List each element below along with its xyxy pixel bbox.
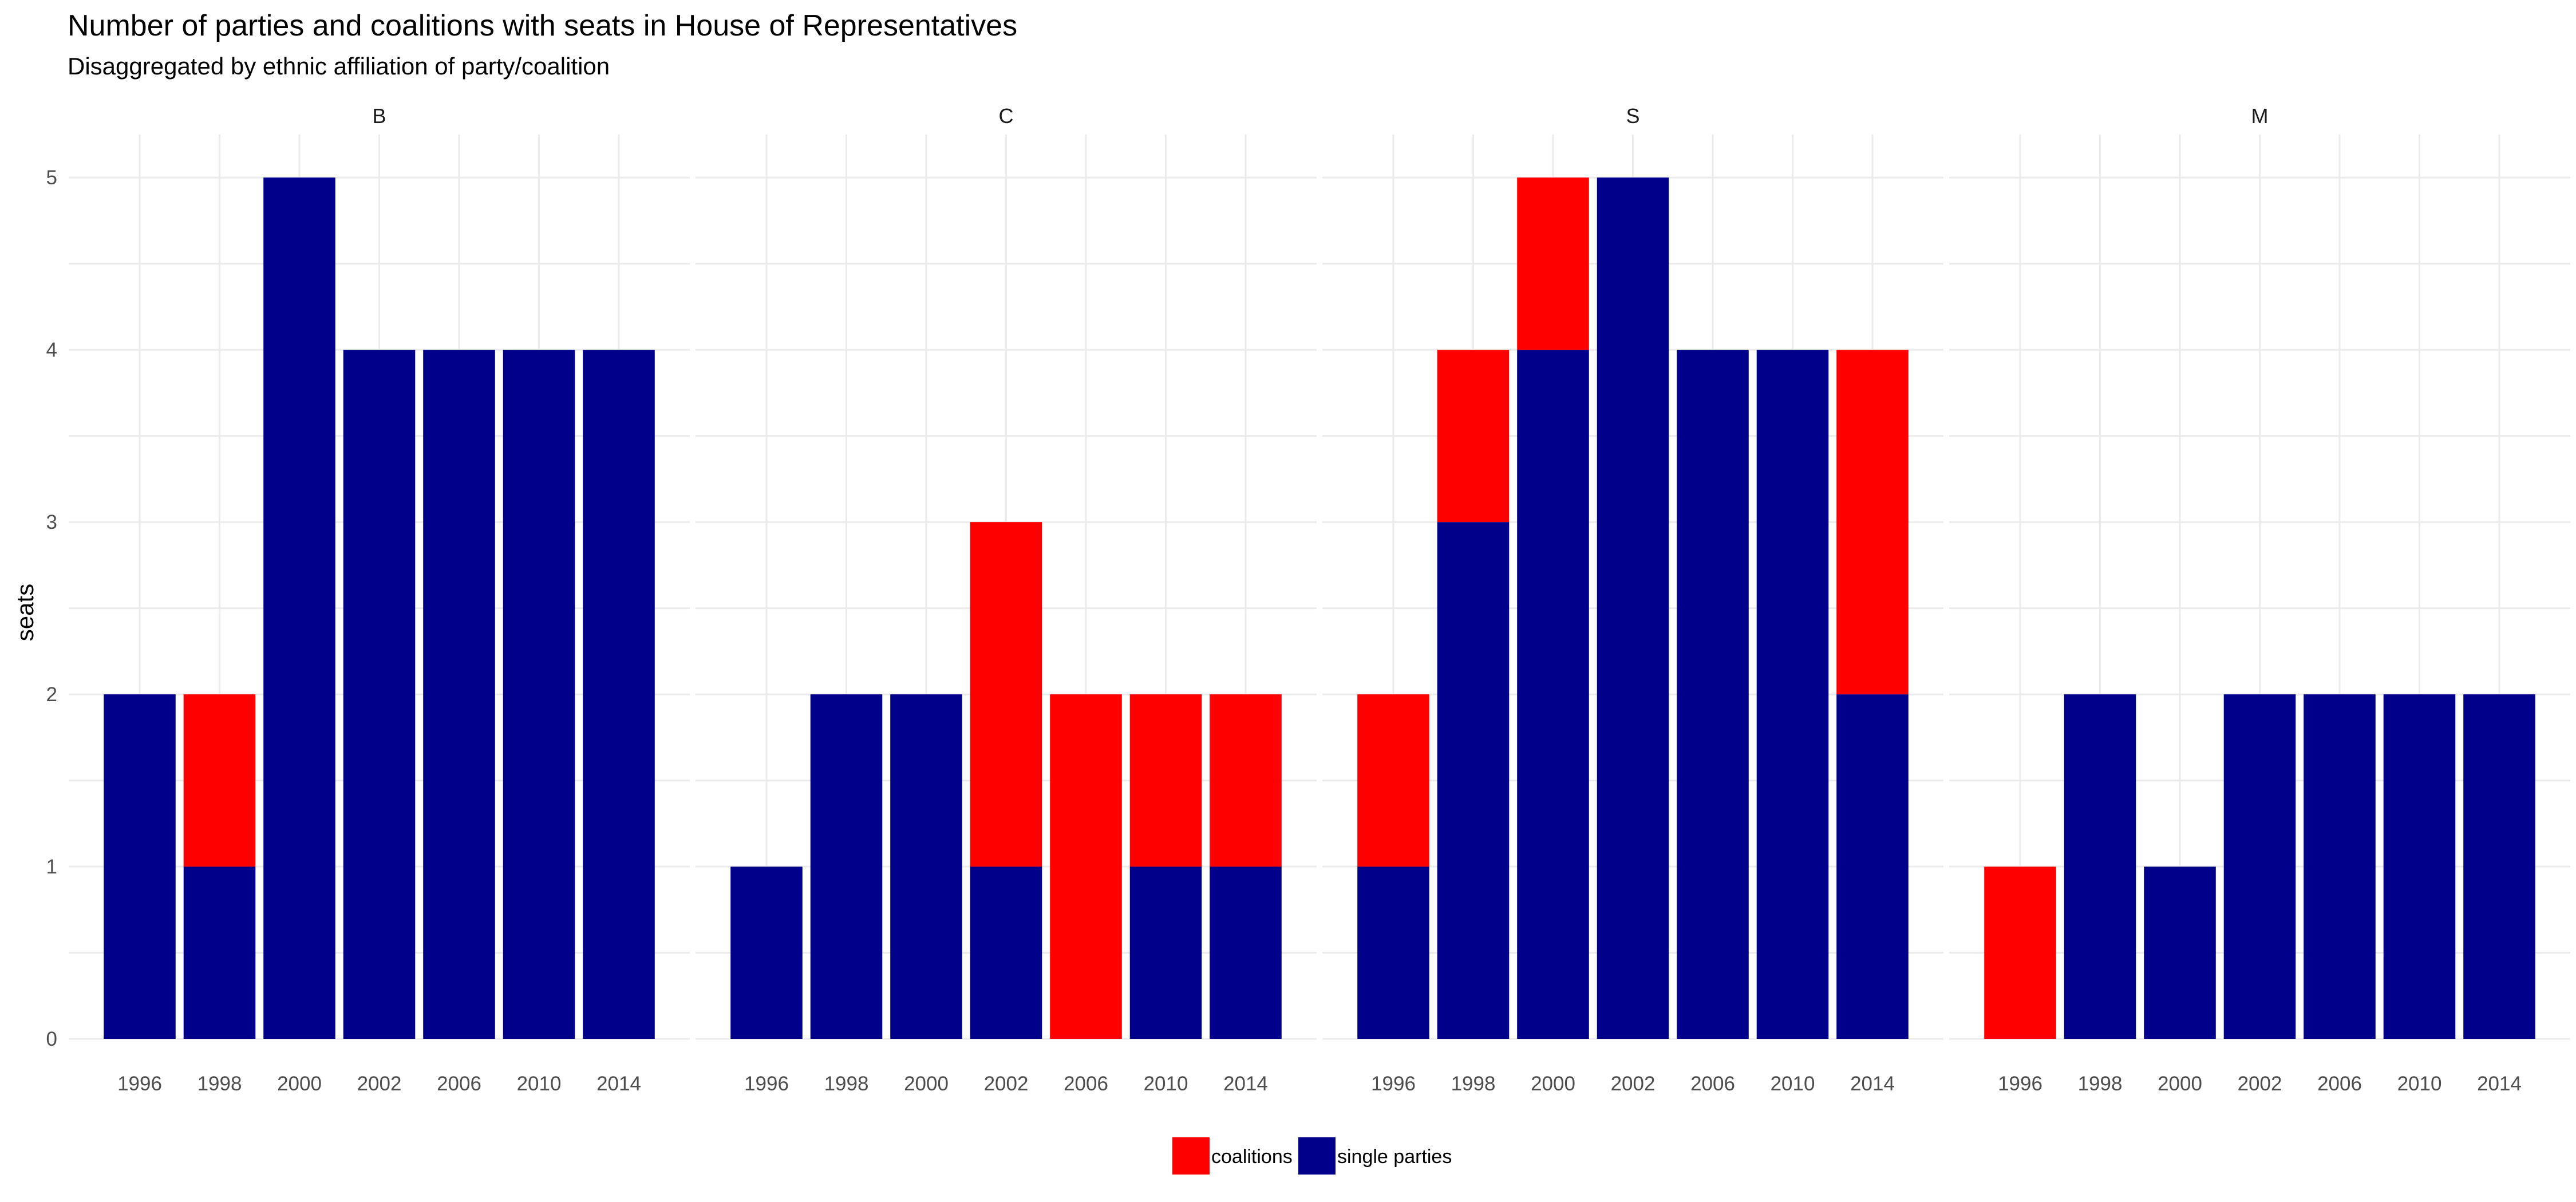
- bar-coalitions: [970, 522, 1042, 867]
- bar-single-parties: [2144, 867, 2216, 1039]
- y-tick-label: 3: [46, 511, 57, 533]
- bar-single-parties: [1597, 177, 1669, 1039]
- x-tick-label: 2002: [1611, 1073, 1656, 1095]
- y-tick-label: 1: [46, 856, 57, 878]
- y-tick-label: 0: [46, 1028, 57, 1050]
- bar-coalitions: [183, 694, 256, 867]
- x-tick-label: 1996: [744, 1073, 789, 1095]
- bar-single-parties: [183, 867, 256, 1039]
- bar-coalitions: [1210, 694, 1282, 867]
- chart-subtitle: Disaggregated by ethnic affiliation of p…: [68, 53, 610, 80]
- bar-single-parties: [1756, 350, 1829, 1039]
- bar-single-parties: [2064, 694, 2136, 1039]
- bar-single-parties: [890, 694, 962, 1039]
- x-tick-label: 2014: [596, 1073, 641, 1095]
- bar-coalitions: [1357, 694, 1429, 867]
- bar-single-parties: [2223, 694, 2296, 1039]
- bar-coalitions: [1437, 350, 1510, 523]
- x-tick-label: 2000: [277, 1073, 322, 1095]
- facet-label: B: [372, 104, 386, 128]
- facet-label: S: [1626, 104, 1639, 128]
- x-tick-label: 1998: [1451, 1073, 1496, 1095]
- x-tick-label: 1996: [1998, 1073, 2042, 1095]
- x-tick-label: 2014: [1223, 1073, 1268, 1095]
- bar-single-parties: [970, 867, 1042, 1039]
- x-tick-label: 2010: [1771, 1073, 1815, 1095]
- y-tick-label: 4: [46, 339, 57, 361]
- legend-swatch-coalitions: [1172, 1137, 1210, 1175]
- bar-coalitions: [1050, 694, 1122, 1039]
- x-tick-label: 2000: [1531, 1073, 1575, 1095]
- x-tick-label: 2000: [2158, 1073, 2202, 1095]
- bar-single-parties: [2383, 694, 2456, 1039]
- legend-swatch-single-parties: [1298, 1137, 1336, 1175]
- legend-label: coalitions: [1211, 1146, 1293, 1168]
- bar-single-parties: [263, 177, 335, 1039]
- x-tick-label: 2014: [1850, 1073, 1895, 1095]
- bar-single-parties: [583, 350, 655, 1039]
- x-tick-label: 2010: [1144, 1073, 1188, 1095]
- bar-single-parties: [2304, 694, 2376, 1039]
- y-tick-label: 2: [46, 683, 57, 706]
- y-axis-label: seats: [11, 584, 38, 641]
- bar-single-parties: [503, 350, 575, 1039]
- bar-single-parties: [104, 694, 176, 1039]
- bar-single-parties: [1129, 867, 1202, 1039]
- bar-single-parties: [810, 694, 883, 1039]
- bar-coalitions: [1129, 694, 1202, 867]
- facet-label: M: [2251, 104, 2269, 128]
- bar-single-parties: [2463, 694, 2535, 1039]
- bar-single-parties: [423, 350, 495, 1039]
- x-tick-label: 2006: [1064, 1073, 1108, 1095]
- x-tick-label: 2006: [1690, 1073, 1735, 1095]
- x-tick-label: 1998: [197, 1073, 242, 1095]
- x-tick-label: 1996: [1371, 1073, 1416, 1095]
- x-tick-label: 2006: [437, 1073, 481, 1095]
- bar-coalitions: [1836, 350, 1909, 695]
- panel-C: C 1996 1998 2000 2002 2006 2010 2014: [696, 104, 1317, 1095]
- panel-M: M 1996 1998 2000 2002 2006 2010 2014: [1949, 104, 2570, 1095]
- bar-single-parties: [343, 350, 416, 1039]
- bar-single-parties: [1517, 350, 1589, 1039]
- bar-coalitions: [1517, 177, 1589, 350]
- bar-single-parties: [1210, 867, 1282, 1039]
- x-tick-label: 2010: [2397, 1073, 2442, 1095]
- x-tick-label: 2002: [357, 1073, 402, 1095]
- panel-B: B 1996 1998 2000 2002 2006 2010 2014: [69, 104, 690, 1095]
- x-tick-label: 1998: [2078, 1073, 2123, 1095]
- x-tick-label: 2002: [2238, 1073, 2282, 1095]
- legend-label: single parties: [1337, 1146, 1452, 1168]
- bar-single-parties: [1677, 350, 1749, 1039]
- x-tick-label: 2006: [2317, 1073, 2362, 1095]
- x-tick-label: 2000: [904, 1073, 949, 1095]
- chart-title: Number of parties and coalitions with se…: [68, 9, 1017, 42]
- facet-label: C: [999, 104, 1014, 128]
- x-tick-label: 1998: [824, 1073, 869, 1095]
- chart-legend: coalitions single parties: [1172, 1137, 1452, 1175]
- bar-single-parties: [1836, 694, 1909, 1039]
- x-tick-label: 2014: [2477, 1073, 2522, 1095]
- bar-single-parties: [730, 867, 803, 1039]
- bar-single-parties: [1357, 867, 1429, 1039]
- bar-coalitions: [1984, 867, 2056, 1039]
- y-tick-label: 5: [46, 167, 57, 189]
- bar-single-parties: [1437, 522, 1510, 1039]
- panel-S: S 1996 1998 2000 2002 2006 2010 2014: [1322, 104, 1943, 1095]
- chart-panels: B 1996 1998 2000 2002 2006 2010 2014 C 1996 1998 20…: [69, 104, 2570, 1095]
- x-tick-label: 1996: [117, 1073, 162, 1095]
- x-tick-label: 2002: [984, 1073, 1029, 1095]
- x-tick-label: 2010: [517, 1073, 562, 1095]
